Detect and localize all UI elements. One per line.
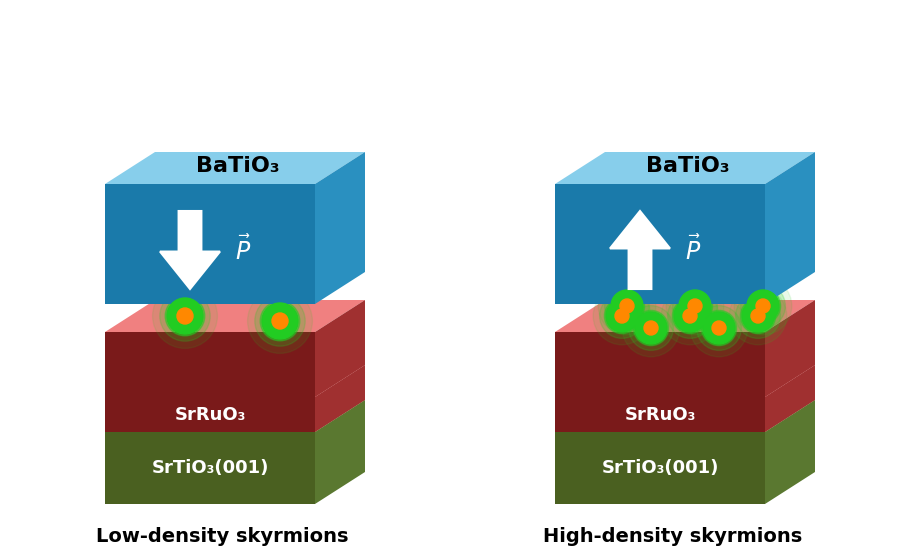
Polygon shape xyxy=(555,365,815,397)
Circle shape xyxy=(734,277,792,335)
Circle shape xyxy=(701,310,736,346)
Circle shape xyxy=(688,299,702,313)
Text: $\vec{P}$: $\vec{P}$ xyxy=(685,235,701,265)
Polygon shape xyxy=(555,397,765,432)
Polygon shape xyxy=(160,211,220,289)
Circle shape xyxy=(260,301,300,341)
Polygon shape xyxy=(610,211,670,289)
Polygon shape xyxy=(765,400,815,504)
Circle shape xyxy=(678,289,713,324)
Polygon shape xyxy=(105,400,365,432)
Text: SrTiO₃(001): SrTiO₃(001) xyxy=(601,459,719,477)
Text: SrRuO₃: SrRuO₃ xyxy=(625,405,696,424)
Circle shape xyxy=(598,277,656,335)
Circle shape xyxy=(255,296,305,346)
Polygon shape xyxy=(555,332,765,397)
Text: Low-density skyrmions: Low-density skyrmions xyxy=(96,527,349,545)
Polygon shape xyxy=(105,300,365,332)
Polygon shape xyxy=(555,432,765,504)
Circle shape xyxy=(615,309,629,323)
Circle shape xyxy=(634,310,669,346)
Circle shape xyxy=(611,290,643,322)
Circle shape xyxy=(666,277,724,335)
Circle shape xyxy=(167,298,203,334)
Circle shape xyxy=(160,291,211,341)
Circle shape xyxy=(747,290,779,322)
Polygon shape xyxy=(105,152,365,184)
Circle shape xyxy=(668,294,713,339)
Polygon shape xyxy=(555,300,815,332)
Circle shape xyxy=(606,300,638,332)
Circle shape xyxy=(697,306,742,350)
Circle shape xyxy=(177,308,193,324)
Circle shape xyxy=(605,284,650,329)
Circle shape xyxy=(745,289,780,324)
Circle shape xyxy=(609,289,644,324)
Text: BaTiO₃: BaTiO₃ xyxy=(645,156,729,176)
Polygon shape xyxy=(105,397,315,432)
Circle shape xyxy=(635,312,667,344)
Polygon shape xyxy=(105,432,315,504)
Text: High-density skyrmions: High-density skyrmions xyxy=(543,527,802,545)
Circle shape xyxy=(622,299,680,357)
Circle shape xyxy=(742,300,774,332)
Polygon shape xyxy=(555,152,815,184)
Circle shape xyxy=(593,287,651,345)
Circle shape xyxy=(729,287,787,345)
Circle shape xyxy=(605,299,640,334)
Polygon shape xyxy=(105,332,315,397)
Circle shape xyxy=(690,299,748,357)
Text: BaTiO₃: BaTiO₃ xyxy=(195,156,279,176)
Polygon shape xyxy=(315,400,365,504)
Circle shape xyxy=(679,290,711,322)
Polygon shape xyxy=(555,400,815,432)
Circle shape xyxy=(674,300,706,332)
Polygon shape xyxy=(315,300,365,397)
Circle shape xyxy=(628,306,673,350)
Circle shape xyxy=(703,312,735,344)
Circle shape xyxy=(672,284,717,329)
Polygon shape xyxy=(315,365,365,432)
Circle shape xyxy=(599,294,644,339)
Circle shape xyxy=(741,284,786,329)
Circle shape xyxy=(683,309,697,323)
Circle shape xyxy=(662,287,719,345)
Polygon shape xyxy=(765,300,815,397)
Text: SrTiO₃(001): SrTiO₃(001) xyxy=(151,459,269,477)
Text: $\vec{P}$: $\vec{P}$ xyxy=(235,235,251,265)
Circle shape xyxy=(248,289,312,354)
Polygon shape xyxy=(765,365,815,432)
Circle shape xyxy=(751,309,765,323)
Circle shape xyxy=(166,296,205,336)
Text: SrRuO₃: SrRuO₃ xyxy=(175,405,246,424)
Polygon shape xyxy=(105,365,365,397)
Polygon shape xyxy=(555,184,765,304)
Circle shape xyxy=(272,313,288,329)
Circle shape xyxy=(735,294,780,339)
Polygon shape xyxy=(105,184,315,304)
Circle shape xyxy=(644,321,658,335)
Circle shape xyxy=(756,299,770,313)
Polygon shape xyxy=(315,152,365,304)
Circle shape xyxy=(262,303,298,339)
Circle shape xyxy=(712,321,726,335)
Circle shape xyxy=(741,299,776,334)
Circle shape xyxy=(620,299,634,313)
Circle shape xyxy=(672,299,707,334)
Polygon shape xyxy=(765,152,815,304)
Circle shape xyxy=(153,284,218,349)
